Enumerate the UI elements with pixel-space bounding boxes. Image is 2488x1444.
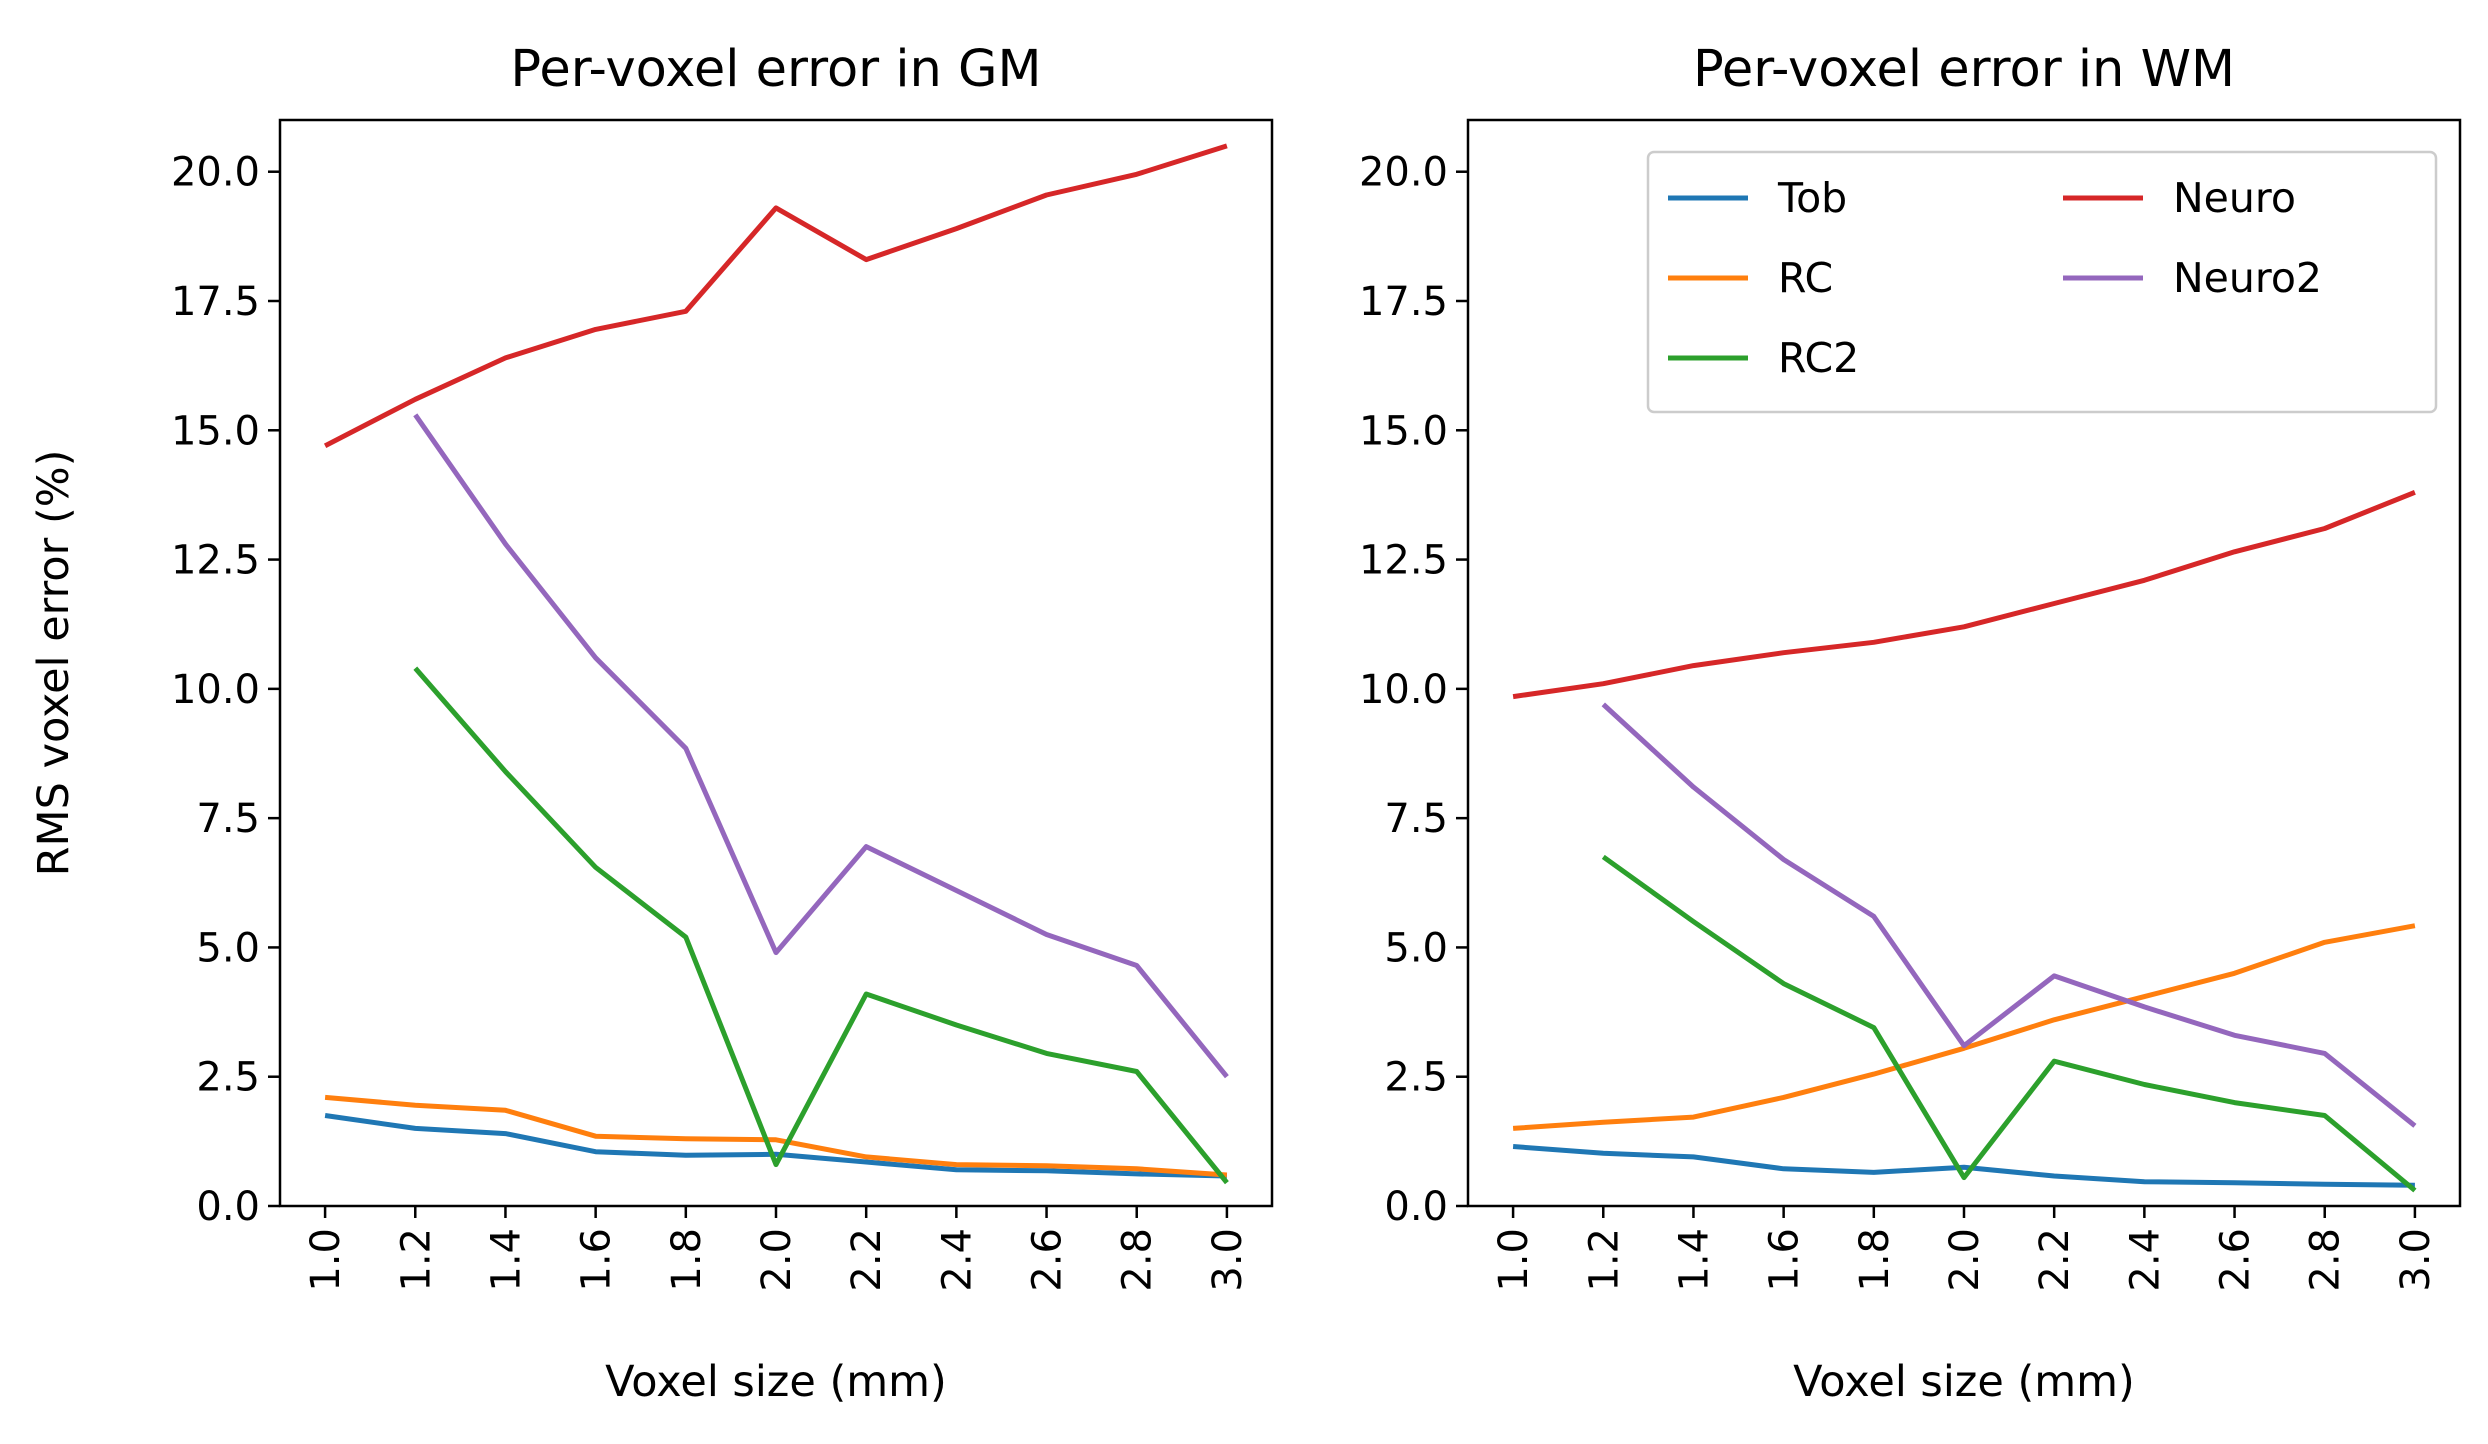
y-axis-label: RMS voxel error (%) — [29, 450, 79, 877]
x-tick-label: 1.0 — [1491, 1228, 1537, 1292]
y-tick-label: 0.0 — [196, 1184, 260, 1230]
chart-title: Per-voxel error in GM — [510, 40, 1041, 99]
y-tick-label: 15.0 — [171, 408, 260, 454]
y-tick-label: 15.0 — [1359, 408, 1448, 454]
legend-label-neuro: Neuro — [2173, 174, 2296, 222]
y-tick-label: 12.5 — [1359, 538, 1448, 584]
x-tick-label: 2.4 — [2122, 1228, 2168, 1292]
y-tick-label: 17.5 — [1359, 279, 1448, 325]
chart-wm: 0.0 2.5 5.0 7.5 10.0 12.5 15.0 17.5 20.0 1.0 1.2 1.… — [1359, 40, 2462, 1407]
y-tick-label: 20.0 — [171, 150, 260, 196]
y-tick-label: 2.5 — [196, 1055, 260, 1101]
y-tick-label: 10.0 — [171, 667, 260, 713]
x-tick-label: 1.8 — [664, 1228, 710, 1292]
chart-title: Per-voxel error in WM — [1693, 40, 2235, 99]
chart-gm: 0.0 2.5 5.0 7.5 10.0 12.5 15.0 17.5 20.0 1.0 1.2 1.… — [29, 40, 1274, 1407]
legend-label-rc: RC — [1778, 254, 1833, 302]
x-tick-label: 1.6 — [574, 1228, 620, 1292]
y-tick-label: 5.0 — [196, 925, 260, 971]
x-tick-label: 2.2 — [844, 1228, 890, 1292]
series-line-rc2 — [413, 666, 1229, 1185]
legend-label-rc2: RC2 — [1778, 334, 1859, 382]
y-tick-label: 7.5 — [196, 796, 260, 842]
x-tick-label: 2.6 — [1025, 1228, 1071, 1292]
legend: Tob RC RC2 Neuro Neuro2 — [1646, 150, 2438, 414]
x-axis-label: Voxel size (mm) — [1793, 1357, 2135, 1407]
x-tick-label: 2.4 — [934, 1228, 980, 1292]
x-tick-label: 2.8 — [2303, 1228, 2349, 1292]
x-tick-label: 1.6 — [1762, 1228, 1808, 1292]
axes-frame — [278, 118, 1274, 1208]
x-tick-label: 1.0 — [303, 1228, 349, 1292]
series-line-rc — [324, 1094, 1228, 1178]
x-tick-label: 3.0 — [1205, 1228, 1251, 1292]
series-line-rc — [1512, 923, 2416, 1131]
y-tick-label: 17.5 — [171, 279, 260, 325]
x-tick-label: 3.0 — [2393, 1228, 2439, 1292]
legend-label-neuro2: Neuro2 — [2173, 254, 2322, 302]
x-tick-label: 2.2 — [2032, 1228, 2078, 1292]
x-axis-label: Voxel size (mm) — [605, 1357, 947, 1407]
x-tick-label: 1.4 — [483, 1228, 529, 1292]
x-tick-label: 1.8 — [1852, 1228, 1898, 1292]
series-line-tob — [1512, 1144, 2415, 1188]
y-tick-label: 7.5 — [1384, 796, 1448, 842]
y-tick-label: 12.5 — [171, 538, 260, 584]
series-line-neuro2 — [1601, 702, 2417, 1128]
y-tick-label: 10.0 — [1359, 667, 1448, 713]
series-line-neuro — [323, 143, 1228, 449]
y-tick-label: 20.0 — [1359, 150, 1448, 196]
y-tick-label: 5.0 — [1384, 925, 1448, 971]
series-line-tob — [324, 1113, 1227, 1179]
x-tick-label: 1.2 — [1581, 1228, 1627, 1292]
y-tick-label: 0.0 — [1384, 1184, 1448, 1230]
x-tick-label: 2.6 — [2213, 1228, 2259, 1292]
x-tick-label: 2.0 — [1942, 1228, 1988, 1292]
x-tick-label: 2.8 — [1115, 1228, 1161, 1292]
y-tick-label: 2.5 — [1384, 1055, 1448, 1101]
x-tick-label: 1.2 — [393, 1228, 439, 1292]
x-tick-label: 2.0 — [754, 1228, 800, 1292]
legend-label-tob: Tob — [1777, 174, 1847, 222]
x-tick-label: 1.4 — [1671, 1228, 1717, 1292]
series-line-neuro — [1512, 489, 2416, 700]
series-line-rc2 — [1601, 854, 2417, 1193]
series-line-neuro2 — [413, 413, 1229, 1079]
